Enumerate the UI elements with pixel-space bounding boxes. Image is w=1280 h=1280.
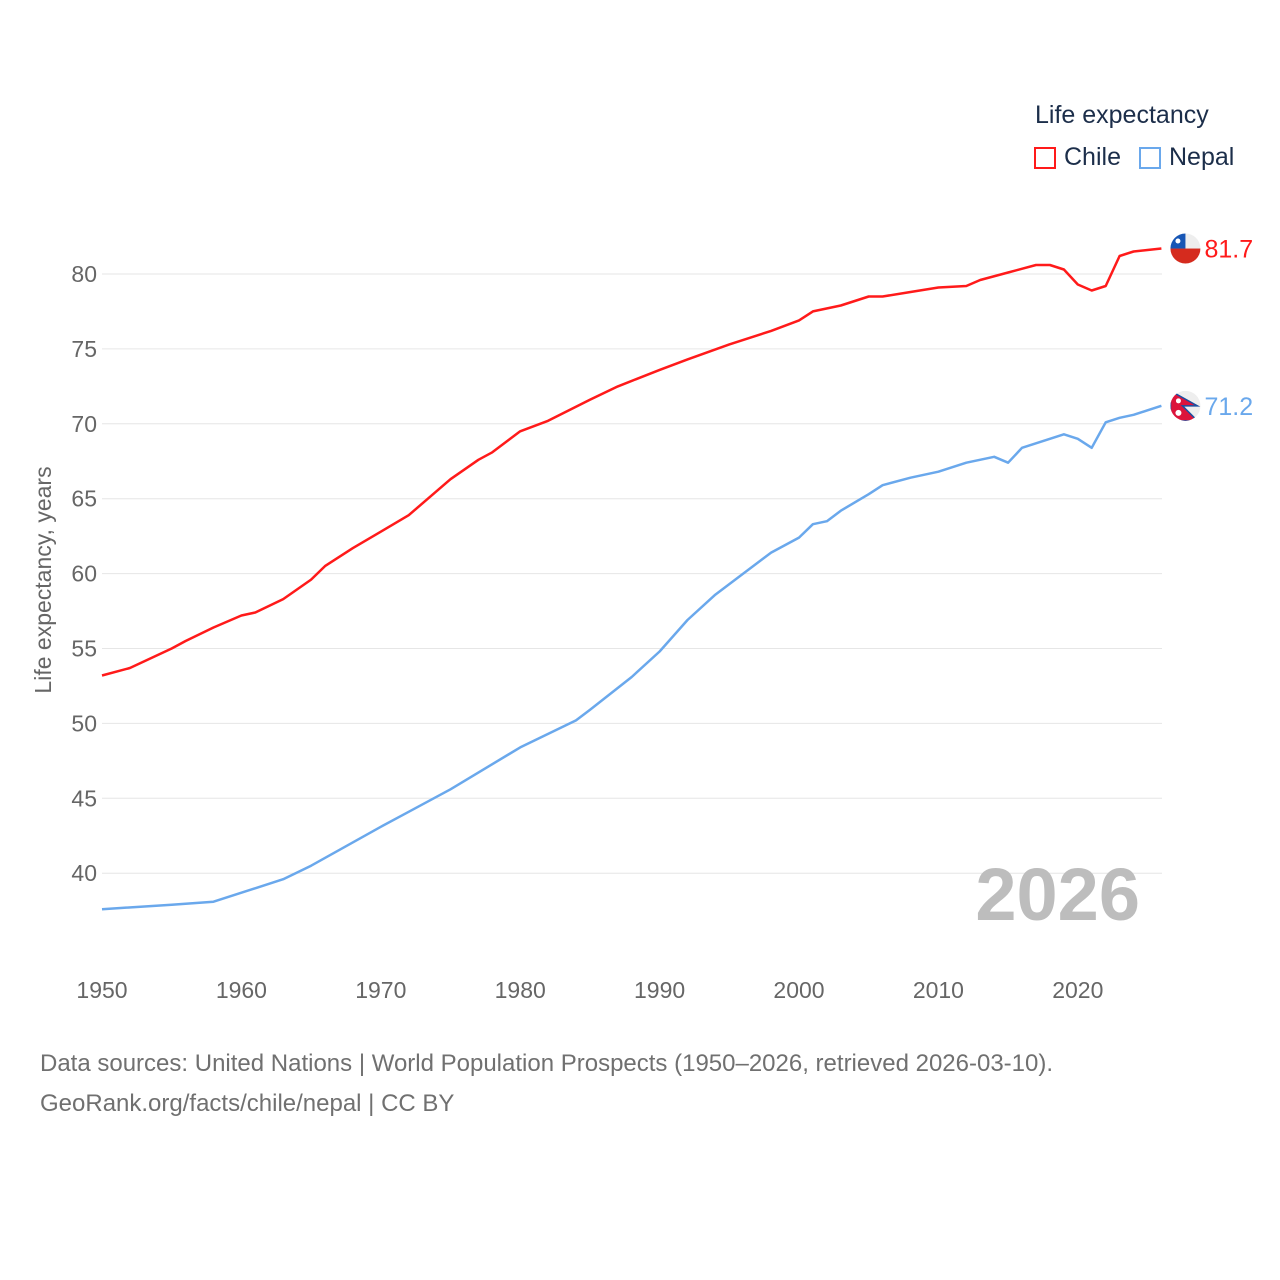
x-axis-ticks: 1950 1960 1970 1980 1990 2000 2010 2020 xyxy=(76,977,1103,1003)
legend-item-nepal[interactable]: Nepal xyxy=(1138,143,1235,172)
x-tick-label: 2000 xyxy=(773,977,824,1003)
legend: Chile Nepal xyxy=(1034,143,1252,172)
y-tick-label: 55 xyxy=(71,636,97,662)
chile-flag-icon xyxy=(1170,233,1201,264)
y-axis-label: Life expectancy, years xyxy=(30,466,56,693)
chile-swatch-icon xyxy=(1034,146,1056,169)
y-tick-label: 45 xyxy=(71,785,97,811)
y-axis-ticks: 40 45 50 55 60 65 70 75 80 xyxy=(71,261,97,886)
y-tick-label: 50 xyxy=(71,710,97,736)
footer: Data sources: United Nations | World Pop… xyxy=(40,1044,1053,1124)
year-annotation: 2026 xyxy=(975,853,1140,936)
x-tick-label: 1960 xyxy=(216,977,267,1003)
chile-end-label: 81.7 xyxy=(1204,236,1253,264)
series-lines xyxy=(101,247,1162,911)
x-tick-label: 1950 xyxy=(76,977,127,1003)
legend-title: Life expectancy xyxy=(1035,101,1209,129)
legend-label: Nepal xyxy=(1168,143,1235,171)
x-tick-label: 1980 xyxy=(495,977,546,1003)
legend-item-chile[interactable]: Chile xyxy=(1034,143,1121,172)
nepal-end-label: 71.2 xyxy=(1204,393,1253,421)
nepal-swatch-icon xyxy=(1138,146,1161,169)
nepal-flag-icon xyxy=(1170,390,1201,421)
y-tick-label: 80 xyxy=(71,261,97,287)
y-tick-label: 65 xyxy=(71,486,97,512)
gridlines xyxy=(102,273,1162,874)
end-labels: 81.7 71.2 xyxy=(1170,233,1253,421)
x-tick-label: 2020 xyxy=(1052,977,1103,1003)
legend-label: Chile xyxy=(1064,143,1121,171)
data-sources: Data sources: United Nations | World Pop… xyxy=(40,1050,1054,1077)
x-tick-label: 2010 xyxy=(913,977,964,1003)
y-tick-label: 75 xyxy=(71,336,97,362)
x-tick-label: 1970 xyxy=(355,977,406,1003)
attribution-link[interactable]: GeoRank.org/facts/chile/nepal | CC BY xyxy=(40,1090,455,1117)
x-tick-label: 1990 xyxy=(634,977,685,1003)
y-tick-label: 40 xyxy=(71,860,97,886)
y-tick-label: 60 xyxy=(71,561,97,587)
y-tick-label: 70 xyxy=(71,411,97,437)
nepal-line xyxy=(101,404,1162,911)
chile-line xyxy=(101,247,1162,677)
